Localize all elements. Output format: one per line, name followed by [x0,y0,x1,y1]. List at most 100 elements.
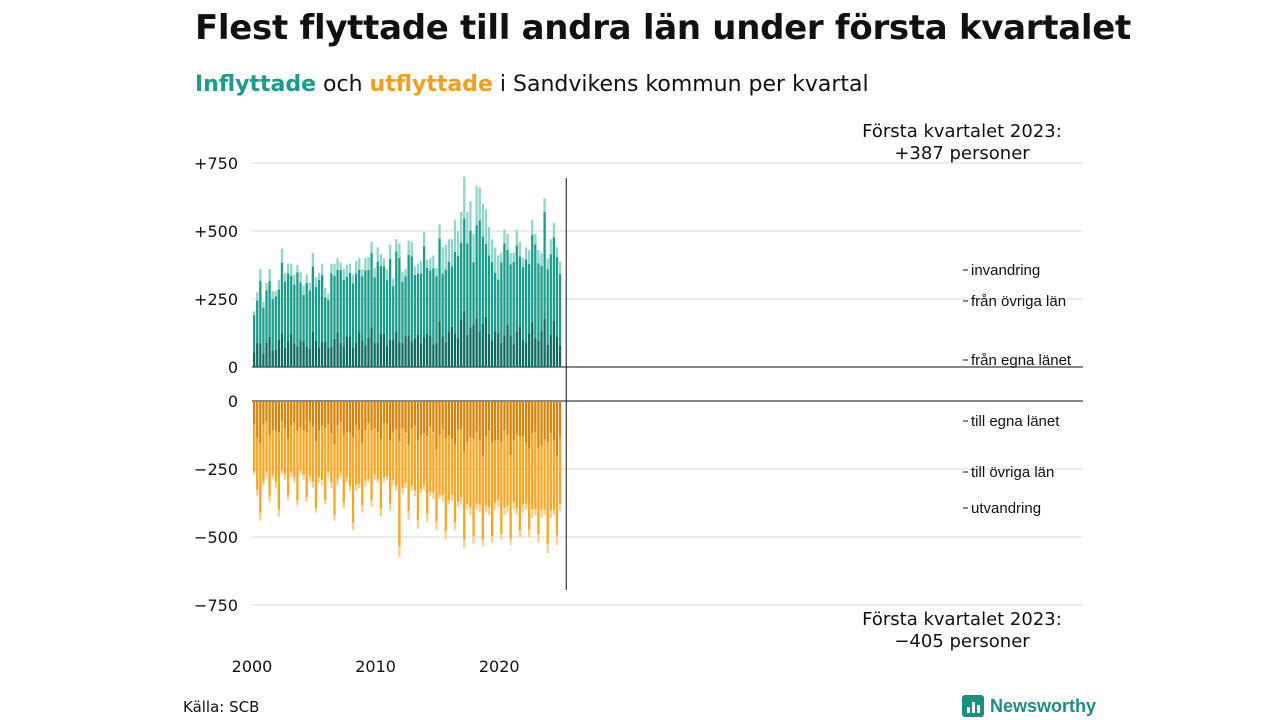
bar-out-ovriga [358,429,361,484]
bar-out-egna [524,401,528,443]
bar-in-ovriga [429,270,432,336]
bar-in-egna [339,342,342,367]
bar-in-invandring [348,263,352,273]
bar-out-ovriga [317,431,321,478]
bar-in-egna [528,333,531,367]
bar-in-ovriga [407,254,410,336]
bar-out-egna [268,401,271,435]
bar-in-egna [382,333,386,367]
bar-out-ovriga [280,421,284,471]
bar-out-ovriga [484,435,488,506]
bar-out-ovriga [256,436,259,490]
bar-out-utvandring [460,497,463,505]
bar-out-utvandring [484,505,488,513]
bar-in-egna [426,333,429,367]
bar-out-utvandring [537,534,540,543]
bar-in-invandring [540,252,543,266]
bar-out-ovriga [494,440,497,503]
bar-in-egna [398,342,401,367]
bar-in-invandring [506,233,509,250]
bar-out-utvandring [339,472,342,478]
bar-out-ovriga [540,445,543,510]
bar-out-utvandring [447,499,450,505]
bar-out-utvandring [456,501,460,508]
bar-out-ovriga [314,441,318,509]
bar-in-ovriga [404,276,407,336]
bar-in-invandring [339,262,342,270]
bar-in-egna [478,331,481,367]
bar-out-ovriga [549,433,552,510]
bar-in-ovriga [311,266,315,332]
bar-in-egna [546,344,549,367]
bar-in-egna [407,335,410,367]
bar-in-egna [256,343,259,367]
bar-in-invandring [317,273,321,280]
bar-in-egna [509,335,512,367]
bar-in-egna [330,346,333,367]
bar-in-invandring [256,292,259,301]
bar-in-egna [521,340,525,367]
bar-in-ovriga [330,273,333,347]
bar-in-egna [512,344,515,367]
bar-in-invandring [543,198,546,213]
bar-out-egna [531,401,534,434]
bar-in-egna [262,353,265,367]
bar-in-invandring [444,244,447,270]
bar-out-utvandring [398,546,401,558]
bar-out-ovriga [407,444,410,512]
bar-out-egna [283,401,287,429]
bar-out-utvandring [540,509,543,518]
bar-out-utvandring [401,488,404,494]
bar-out-utvandring [370,500,373,508]
bar-in-ovriga [286,273,290,342]
annotation-top-line1: Första kvartalet 2023: [862,121,1062,142]
bar-in-ovriga [364,270,367,346]
segment-label-in: invandring [971,262,1040,279]
bar-out-ovriga [354,424,358,485]
bar-out-ovriga [546,442,549,544]
bar-out-ovriga [253,424,256,472]
bar-in-invandring [450,239,454,267]
bar-in-invandring [351,274,355,284]
bar-in-egna [460,319,463,367]
bar-in-invandring [398,243,401,259]
bar-in-invandring [358,258,361,270]
bar-in-ovriga [339,269,342,343]
bar-out-ovriga [379,438,382,509]
bar-out-utvandring [518,530,522,537]
bar-out-egna [274,401,277,431]
bar-in-egna [370,327,373,367]
bar-in-ovriga [299,282,302,341]
bar-in-invandring [521,258,525,268]
bar-out-egna [398,401,401,442]
bar-in-egna [324,341,327,367]
bar-in-invandring [524,247,528,260]
bar-out-ovriga [521,436,525,505]
bar-in-ovriga [317,279,321,348]
bar-out-utvandring [367,478,370,483]
bar-out-egna [392,401,395,433]
bar-in-invandring [518,241,522,257]
bar-out-utvandring [487,507,491,516]
bar-out-ovriga [268,434,271,496]
bar-out-egna [401,401,404,429]
bar-out-ovriga [345,431,348,477]
bar-out-egna [314,401,318,442]
bar-out-utvandring [283,474,287,480]
bar-out-ovriga [426,435,429,514]
y-tick-label: −250 [194,460,238,479]
x-axis-ticks: 2000 2010 2020 [232,657,520,676]
bar-out-egna [339,401,342,421]
bar-in-ovriga [296,272,299,347]
bar-in-ovriga [253,315,256,353]
bar-out-egna [351,401,355,438]
bar-out-ovriga [286,438,290,495]
bar-in-egna [404,335,407,367]
bar-in-ovriga [277,289,281,340]
bar-in-ovriga [327,300,330,348]
bar-out-egna [373,401,376,429]
bar-in-invandring [299,271,302,283]
bar-out-egna [506,401,509,436]
bar-in-ovriga [419,273,423,344]
bar-in-invandring [345,265,348,278]
